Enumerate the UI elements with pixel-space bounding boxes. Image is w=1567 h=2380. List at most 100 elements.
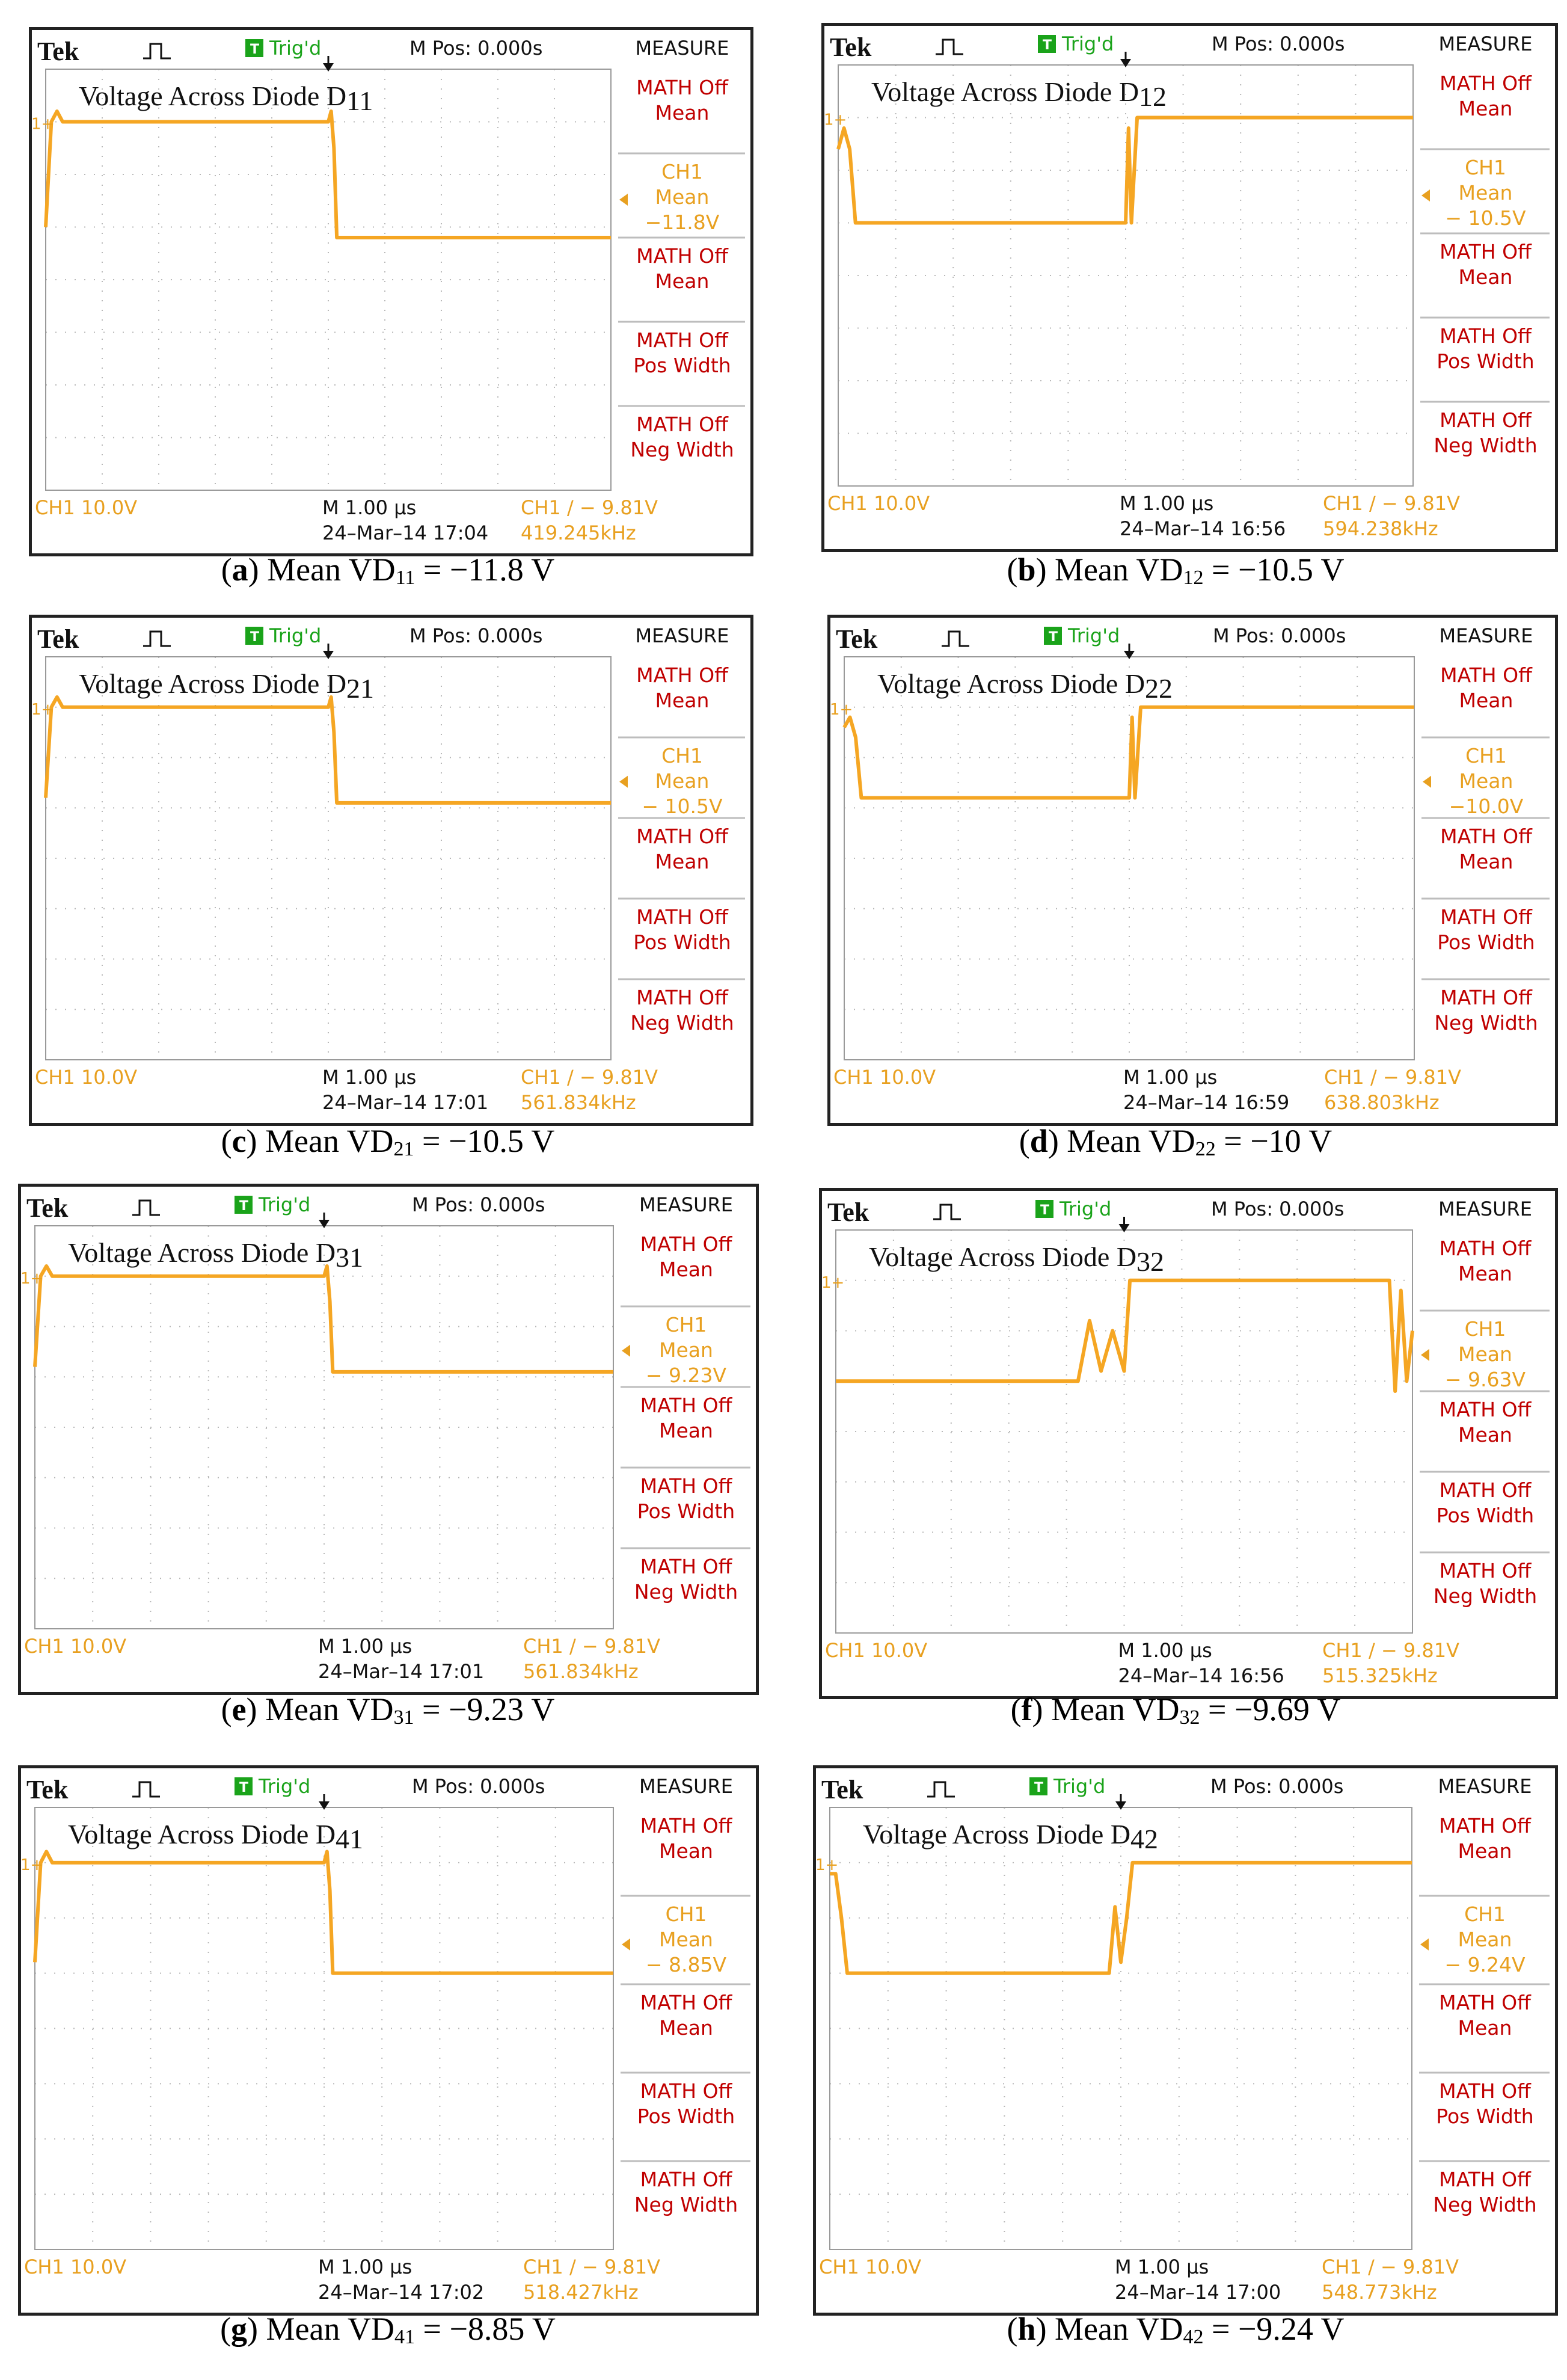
svg-text:Pos Width: Pos Width [1437,349,1534,373]
svg-text:CH1: CH1 [1465,156,1506,179]
svg-text:Pos Width: Pos Width [637,2105,735,2128]
measure-header: MEASURE [1438,1775,1532,1798]
panel-caption-f: (f) Mean VD32 = −9.69 V [1010,1691,1341,1729]
screen-frame [821,23,1558,552]
svg-text:MATH Off: MATH Off [1440,408,1532,432]
timestamp: 24–Mar–14 17:00 [1115,2281,1281,2304]
ch1-scale: CH1 10.0V [825,1639,927,1662]
ch1-scale: CH1 10.0V [819,2255,921,2278]
scope-screen: Tek T Trig'd M Pos: 0.000s MEASURE 1+ Voltage … [29,27,753,556]
pulse-icon [143,630,171,647]
svg-text:CH1: CH1 [1465,1317,1506,1341]
trig-status: Trig'd [269,37,321,60]
mean-level-arrow [1421,1348,1429,1361]
svg-text:− 8.85V: − 8.85V [646,1953,727,1976]
panel-caption-h: (h) Mean VD42 = −9.24 V [1007,2311,1345,2348]
brand-label: Tek [830,32,872,62]
svg-text:− 9.63V: − 9.63V [1445,1368,1526,1391]
svg-text:MATH Off: MATH Off [1440,1398,1532,1421]
frequency-readout: 419.245kHz [521,521,636,544]
svg-text:T: T [239,1199,248,1214]
svg-text:Pos Width: Pos Width [633,354,731,377]
panel-caption-g: (g) Mean VD41 = −8.85 V [220,2311,556,2348]
svg-text:−10.0V: −10.0V [1449,795,1524,818]
svg-text:Mean: Mean [659,1928,713,1951]
svg-text:Mean: Mean [1458,1342,1512,1366]
svg-text:MATH Off: MATH Off [1440,240,1532,263]
svg-text:MATH Off: MATH Off [1439,1991,1532,2014]
oscilloscope-panel-f: Tek T Trig'd M Pos: 0.000s MEASURE 1+ Voltage … [819,1188,1558,1699]
svg-text:Mean: Mean [655,850,710,873]
oscilloscope-panel-c: Tek T Trig'd M Pos: 0.000s MEASURE 1+ Voltage … [29,615,753,1126]
trigger-level: CH1 ∕ − 9.81V [521,1066,658,1089]
svg-text:Mean: Mean [659,1839,713,1863]
channel-1-marker: 1+ [821,1274,844,1292]
trigger-status-icon [245,39,263,57]
svg-text:− 10.5V: − 10.5V [1445,206,1526,230]
ch1-trace [33,1850,613,1975]
trigger-status-icon [1044,627,1062,645]
ch1-scale: CH1 10.0V [35,1066,137,1089]
panel-caption-d: (d) Mean VD22 = −10 V [1019,1123,1332,1160]
oscilloscope-panel-g: Tek T Trig'd M Pos: 0.000s MEASURE 1+ Voltage … [18,1765,759,2316]
svg-text:T: T [1043,38,1052,53]
trigger-status-icon [1038,35,1056,53]
measure-header: MEASURE [636,624,729,647]
brand-label: Tek [827,1198,869,1227]
oscilloscope-panel-b: Tek T Trig'd M Pos: 0.000s MEASURE 1+ Voltage … [821,23,1558,552]
pulse-icon [936,38,963,55]
m-pos-readout: M Pos: 0.000s [409,37,542,60]
timestamp: 24–Mar–14 17:01 [318,1660,484,1683]
svg-text:Mean: Mean [655,269,710,293]
svg-text:MATH Off: MATH Off [640,2168,733,2191]
trig-status: Trig'd [258,1775,310,1798]
trigger-position-arrow [1115,1801,1126,1810]
trigger-level: CH1 ∕ − 9.81V [523,1635,660,1658]
ch1-trace [44,695,611,805]
svg-text:Pos Width: Pos Width [1437,930,1535,954]
svg-text:CH1: CH1 [661,744,703,767]
pulse-icon [143,43,171,60]
screen-frame [18,1184,759,1695]
